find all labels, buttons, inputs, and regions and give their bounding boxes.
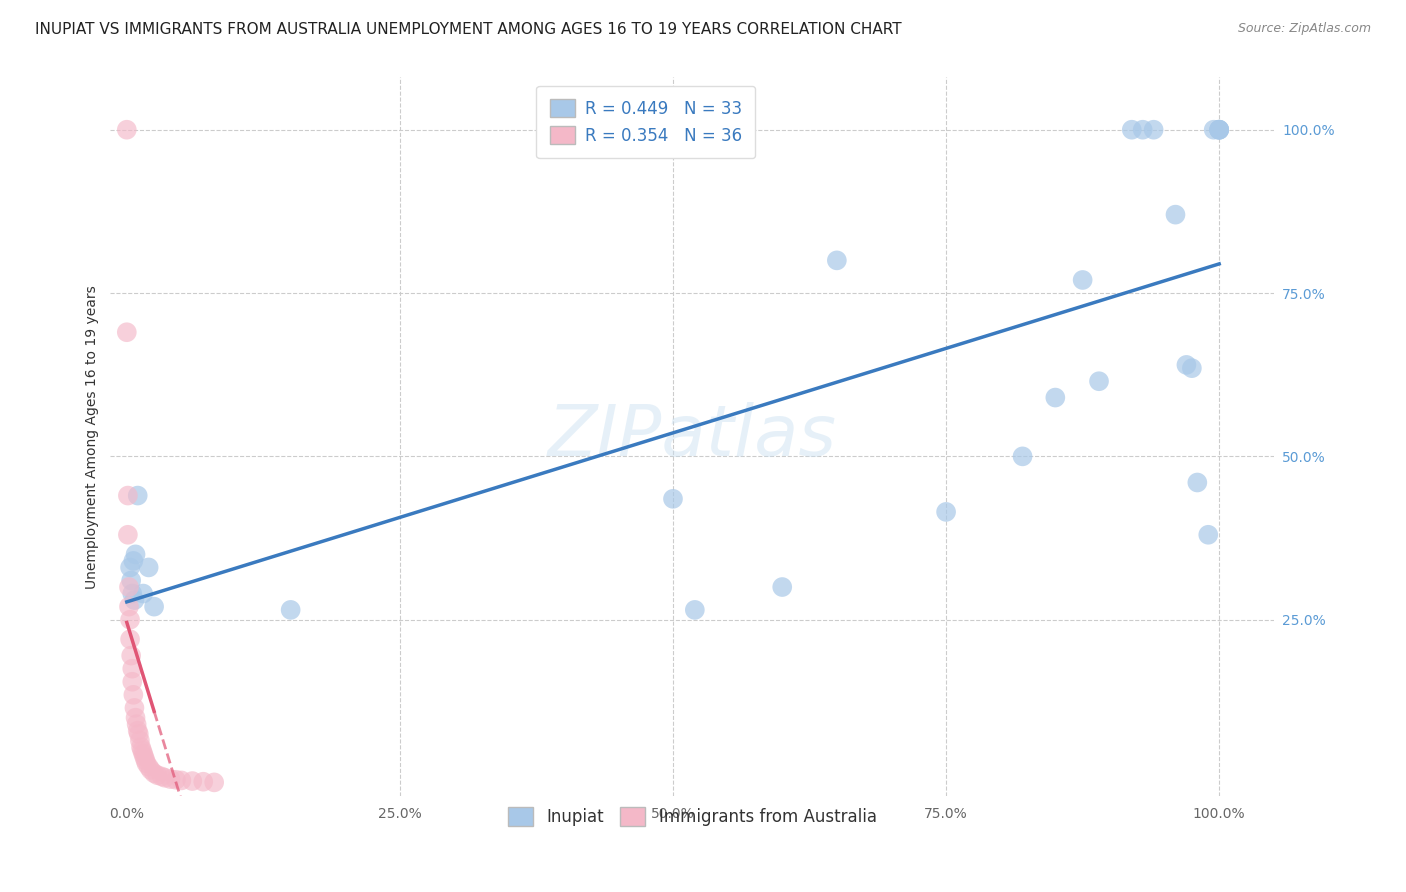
Point: [124, 547, 146, 561]
Point: [1011, 450, 1033, 464]
Point: [683, 603, 706, 617]
Point: [132, 586, 155, 600]
Point: [117, 489, 139, 503]
Point: [1208, 122, 1230, 136]
Point: [165, 772, 187, 787]
Point: [1088, 374, 1111, 388]
Point: [122, 554, 145, 568]
Point: [135, 756, 157, 771]
Point: [134, 750, 156, 764]
Point: [150, 770, 173, 784]
Point: [124, 711, 146, 725]
Point: [143, 766, 166, 780]
Point: [120, 560, 142, 574]
Point: [118, 599, 141, 614]
Point: [127, 489, 149, 503]
Point: [1208, 122, 1230, 136]
Point: [134, 753, 156, 767]
Point: [1208, 122, 1230, 136]
Point: [138, 560, 160, 574]
Point: [127, 723, 149, 738]
Point: [1045, 391, 1067, 405]
Point: [124, 593, 146, 607]
Point: [121, 586, 143, 600]
Point: [120, 648, 142, 663]
Point: [1202, 122, 1225, 136]
Point: [1132, 122, 1154, 136]
Point: [129, 740, 152, 755]
Point: [121, 662, 143, 676]
Point: [121, 674, 143, 689]
Legend: Inupiat, Immigrants from Australia: Inupiat, Immigrants from Australia: [499, 799, 884, 835]
Point: [138, 760, 160, 774]
Point: [1187, 475, 1209, 490]
Point: [120, 613, 142, 627]
Text: ZIPatlas: ZIPatlas: [547, 402, 837, 471]
Point: [153, 771, 176, 785]
Point: [132, 747, 155, 761]
Text: INUPIAT VS IMMIGRANTS FROM AUSTRALIA UNEMPLOYMENT AMONG AGES 16 TO 19 YEARS CORR: INUPIAT VS IMMIGRANTS FROM AUSTRALIA UNE…: [35, 22, 901, 37]
Point: [143, 599, 166, 614]
Point: [1197, 528, 1219, 542]
Point: [115, 122, 138, 136]
Point: [770, 580, 793, 594]
Point: [146, 768, 169, 782]
Point: [825, 253, 848, 268]
Point: [120, 574, 142, 588]
Point: [170, 773, 193, 788]
Point: [193, 774, 215, 789]
Point: [1208, 122, 1230, 136]
Point: [1071, 273, 1094, 287]
Point: [1181, 361, 1204, 376]
Point: [131, 743, 153, 757]
Point: [125, 717, 148, 731]
Point: [115, 325, 138, 339]
Point: [159, 772, 181, 786]
Point: [202, 775, 225, 789]
Point: [139, 763, 162, 777]
Text: Source: ZipAtlas.com: Source: ZipAtlas.com: [1237, 22, 1371, 36]
Point: [280, 603, 302, 617]
Point: [1164, 208, 1187, 222]
Point: [124, 701, 146, 715]
Point: [181, 774, 204, 789]
Point: [935, 505, 957, 519]
Point: [117, 528, 139, 542]
Point: [662, 491, 685, 506]
Point: [1143, 122, 1166, 136]
Point: [118, 580, 141, 594]
Point: [120, 632, 142, 647]
Point: [122, 688, 145, 702]
Point: [128, 727, 150, 741]
Point: [129, 733, 152, 747]
Y-axis label: Unemployment Among Ages 16 to 19 years: Unemployment Among Ages 16 to 19 years: [86, 285, 100, 589]
Point: [1121, 122, 1143, 136]
Point: [1175, 358, 1198, 372]
